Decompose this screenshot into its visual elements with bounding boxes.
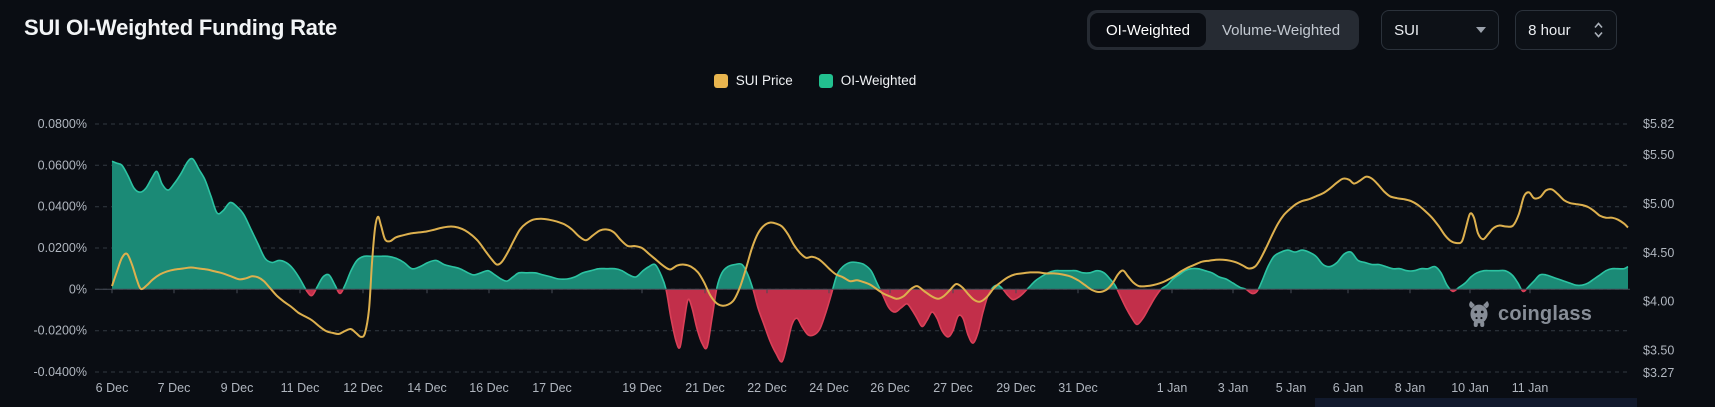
y-axis-right-label: $5.50 (1643, 148, 1674, 162)
funding-edge-positive (111, 157, 1629, 290)
x-axis-date-label: 29 Dec (996, 381, 1036, 395)
weighting-toggle: OI-Weighted Volume-Weighted (1087, 10, 1360, 50)
bull-icon (1469, 301, 1489, 327)
legend-label: SUI Price (735, 73, 793, 88)
chevron-updown-icon (1594, 22, 1603, 38)
coinglass-watermark: coinglass (1466, 299, 1592, 329)
x-axis-date-label: 11 Dec (281, 381, 320, 395)
legend-label: OI-Weighted (840, 73, 917, 88)
y-axis-right-label: $4.00 (1643, 295, 1674, 309)
y-axis-right-label: $3.50 (1643, 344, 1674, 358)
x-axis-date-label: 21 Dec (685, 381, 725, 395)
x-axis-date-label: 6 Jan (1333, 381, 1364, 395)
x-axis-date-label: 10 Jan (1451, 381, 1489, 395)
x-axis-date-label: 17 Dec (532, 381, 572, 395)
legend-item-oi-weighted[interactable]: OI-Weighted (818, 73, 917, 88)
x-axis-date-label: 11 Jan (1512, 381, 1549, 395)
header-controls: OI-Weighted Volume-Weighted SUI 8 hour (1087, 10, 1618, 50)
x-axis-date-label: 26 Dec (870, 381, 910, 395)
x-axis-date-label: 6 Dec (96, 381, 129, 395)
y-axis-left-label: -0.0400% (33, 365, 87, 379)
y-axis-left-label: 0.0800% (38, 117, 87, 131)
y-axis-left-label: -0.0200% (33, 324, 87, 338)
y-axis-right-label: $4.50 (1643, 246, 1674, 260)
y-axis-right-label: $5.00 (1643, 197, 1674, 211)
y-axis-left-label: 0.0200% (38, 241, 87, 255)
x-axis-date-label: 31 Dec (1058, 381, 1098, 395)
sui-price-swatch-icon (713, 73, 728, 88)
x-axis-date-label: 12 Dec (343, 381, 383, 395)
y-axis-right-label: $5.82 (1643, 117, 1674, 131)
watermark-text: coinglass (1498, 302, 1593, 325)
x-axis-date-label: 5 Jan (1276, 381, 1307, 395)
x-axis-date-label: 27 Dec (933, 381, 973, 395)
x-axis-date-label: 14 Dec (407, 381, 447, 395)
scrollbar-strip[interactable] (1315, 398, 1637, 407)
funding-area-positive (112, 158, 1628, 290)
y-axis-left-label: 0.0600% (38, 158, 87, 172)
interval-select[interactable]: 8 hour (1515, 10, 1618, 50)
x-axis-date-label: 9 Dec (221, 381, 254, 395)
x-axis-date-label: 19 Dec (622, 381, 662, 395)
symbol-select[interactable]: SUI (1381, 10, 1500, 50)
oi-weighted-swatch-icon (818, 73, 833, 88)
y-axis-left-label: 0.0400% (38, 200, 87, 214)
chevron-down-icon (1476, 27, 1487, 33)
legend-item-sui-price[interactable]: SUI Price (713, 73, 793, 88)
legend: SUI Price OI-Weighted (0, 73, 1630, 88)
x-axis-date-label: 22 Dec (747, 381, 787, 395)
x-axis-date-label: 24 Dec (809, 381, 849, 395)
x-axis-date-label: 16 Dec (469, 381, 509, 395)
toggle-option-oi-weighted[interactable]: OI-Weighted (1090, 13, 1206, 47)
interval-select-value: 8 hour (1528, 21, 1571, 39)
price-line (111, 175, 1629, 338)
toggle-option-volume-weighted[interactable]: Volume-Weighted (1206, 13, 1356, 47)
funding-edge-negative (304, 289, 1528, 363)
x-axis-date-label: 3 Jan (1218, 381, 1249, 395)
y-axis-right-label: $3.27 (1643, 366, 1674, 380)
symbol-select-value: SUI (1394, 21, 1420, 39)
page-title: SUI OI-Weighted Funding Rate (24, 15, 337, 40)
funding-area-negative (112, 289, 1628, 362)
y-axis-left-label: 0% (69, 282, 87, 296)
x-axis-date-label: 8 Jan (1395, 381, 1426, 395)
x-axis-date-label: 7 Dec (158, 381, 191, 395)
x-axis-date-label: 1 Jan (1157, 381, 1188, 395)
